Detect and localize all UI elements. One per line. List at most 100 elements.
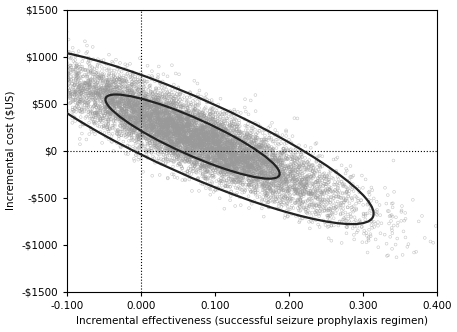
Point (152, 109, 159, 114)
Point (234, 169, 241, 175)
Point (175, 102, 183, 107)
Point (150, 115, 158, 120)
Point (255, 149, 262, 155)
Point (246, 173, 254, 178)
Point (239, 155, 247, 161)
Point (147, 131, 154, 136)
Point (144, 112, 151, 118)
Point (175, 125, 183, 130)
Point (263, 160, 271, 165)
Point (104, 89, 112, 94)
Point (174, 133, 181, 138)
Point (330, 196, 338, 201)
Point (202, 96, 209, 101)
Point (197, 110, 204, 115)
Point (128, 79, 136, 85)
Point (106, 101, 114, 106)
Point (117, 132, 125, 138)
Point (176, 132, 184, 137)
Point (244, 131, 251, 137)
Point (239, 171, 247, 176)
Point (62, 77, 69, 82)
Point (249, 163, 256, 168)
Point (211, 146, 218, 151)
Point (103, 68, 111, 73)
Point (190, 115, 197, 120)
Point (79, 87, 86, 93)
Point (300, 192, 308, 197)
Point (197, 151, 204, 156)
Point (266, 175, 274, 180)
Point (99, 111, 106, 116)
Point (219, 154, 227, 159)
Point (44, 80, 51, 86)
Point (32, 81, 39, 86)
Point (71, 80, 79, 85)
Point (121, 114, 128, 119)
Point (221, 146, 228, 151)
Point (145, 126, 152, 131)
Point (116, 95, 123, 100)
Point (15, 80, 22, 85)
Point (272, 174, 280, 179)
Point (129, 95, 137, 100)
Point (228, 149, 235, 154)
Point (201, 145, 208, 150)
Point (85, 100, 92, 105)
Point (159, 139, 166, 144)
Point (60, 100, 67, 105)
Point (201, 113, 208, 119)
Point (155, 116, 163, 121)
Point (298, 177, 306, 183)
Point (217, 165, 224, 171)
Point (289, 169, 296, 174)
Point (156, 106, 163, 111)
Point (192, 138, 199, 143)
Point (121, 98, 128, 104)
Point (98, 64, 106, 70)
Point (131, 105, 138, 110)
Point (282, 196, 289, 201)
Point (278, 157, 286, 163)
Point (162, 140, 169, 146)
Point (224, 161, 232, 166)
Point (220, 148, 227, 153)
Point (292, 187, 300, 193)
Point (69, 116, 76, 121)
Point (184, 126, 191, 132)
Point (69, 99, 76, 104)
Point (132, 119, 139, 124)
Point (201, 160, 208, 166)
Point (179, 125, 186, 130)
Point (166, 119, 174, 124)
Point (251, 147, 259, 153)
Point (134, 133, 141, 138)
Point (156, 114, 163, 120)
Point (53, 80, 60, 85)
Point (71, 115, 78, 120)
Point (266, 182, 274, 188)
Point (134, 119, 142, 124)
Point (214, 143, 222, 149)
Point (289, 185, 296, 190)
Point (191, 115, 199, 121)
Point (189, 150, 197, 155)
Point (279, 169, 287, 175)
Point (278, 204, 285, 209)
Point (222, 127, 229, 132)
Point (120, 114, 128, 120)
Point (203, 119, 210, 124)
Point (57, 104, 64, 109)
Point (141, 85, 148, 90)
Point (266, 196, 274, 201)
Point (167, 112, 174, 117)
Point (154, 109, 161, 114)
Point (137, 77, 144, 82)
Point (126, 103, 133, 108)
Point (204, 155, 212, 160)
Point (216, 117, 223, 122)
Point (95, 85, 102, 91)
Point (248, 140, 255, 145)
Point (178, 110, 186, 115)
Point (175, 130, 182, 136)
